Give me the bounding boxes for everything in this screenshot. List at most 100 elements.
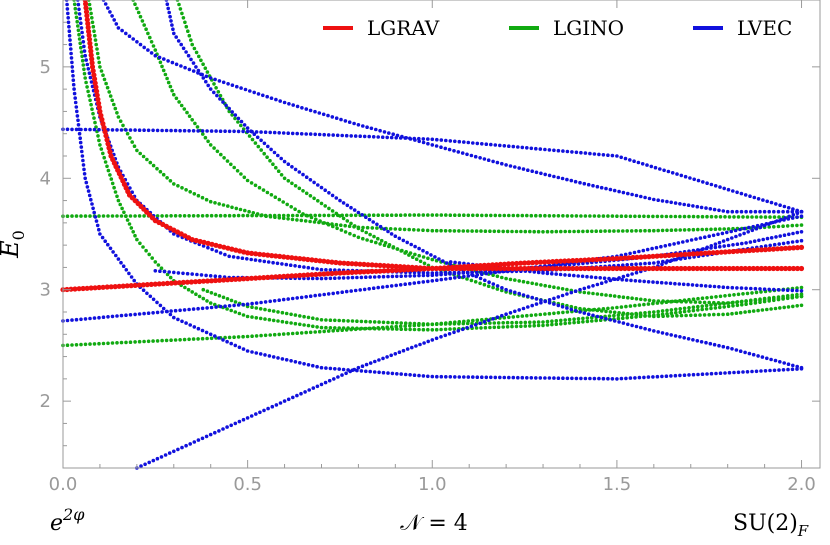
data-point xyxy=(81,163,86,167)
data-point xyxy=(204,79,208,84)
data-point xyxy=(340,133,345,138)
data-point xyxy=(624,278,629,282)
data-point xyxy=(263,317,267,321)
data-point xyxy=(654,265,660,272)
data-point xyxy=(78,136,82,140)
data-point xyxy=(148,281,154,287)
data-point xyxy=(102,77,107,82)
data-point xyxy=(393,263,399,269)
data-point xyxy=(730,209,735,214)
data-point xyxy=(787,232,791,237)
data-point xyxy=(169,309,173,313)
data-point xyxy=(539,283,543,287)
data-point xyxy=(421,273,426,278)
data-point xyxy=(217,429,221,433)
data-point xyxy=(591,183,595,188)
data-point xyxy=(617,294,621,299)
data-point xyxy=(151,128,155,133)
data-point xyxy=(146,48,150,52)
data-point xyxy=(87,2,92,7)
data-point xyxy=(623,156,628,161)
data-point xyxy=(521,306,526,311)
data-point xyxy=(290,181,294,186)
data-point xyxy=(166,80,171,85)
data-point xyxy=(758,297,762,302)
data-point xyxy=(105,141,111,147)
data-point xyxy=(521,293,526,297)
data-point xyxy=(470,270,474,275)
data-point xyxy=(213,274,218,279)
data-point xyxy=(523,324,528,328)
data-point xyxy=(694,265,700,272)
data-point xyxy=(136,10,141,15)
data-point xyxy=(232,165,236,170)
data-point xyxy=(346,276,350,280)
data-point xyxy=(522,260,528,266)
data-point xyxy=(245,314,250,319)
data-point xyxy=(595,292,600,296)
data-point xyxy=(721,285,726,290)
data-point xyxy=(734,265,740,272)
data-point xyxy=(266,406,270,411)
data-point xyxy=(269,147,273,152)
data-point xyxy=(599,292,604,297)
data-point xyxy=(155,310,160,315)
data-point xyxy=(281,216,286,221)
data-point xyxy=(128,128,133,132)
data-point xyxy=(160,281,166,287)
legend-label-lgrav: LGRAV xyxy=(367,16,440,40)
data-point xyxy=(209,241,215,247)
legend-label-lvec: LVEC xyxy=(737,16,792,40)
data-point xyxy=(182,308,187,312)
data-point xyxy=(634,229,638,233)
data-point xyxy=(315,317,319,321)
data-point xyxy=(157,55,162,60)
data-point xyxy=(491,159,495,164)
data-point xyxy=(795,364,799,369)
data-point xyxy=(93,215,98,219)
data-point xyxy=(501,229,506,234)
data-point xyxy=(330,115,335,119)
data-point xyxy=(753,286,758,291)
data-point xyxy=(371,286,376,291)
data-point xyxy=(110,14,114,18)
data-point xyxy=(707,234,711,238)
data-point xyxy=(271,162,275,166)
data-point xyxy=(108,284,114,290)
data-point xyxy=(106,6,110,10)
data-point xyxy=(772,242,777,247)
data-point xyxy=(172,315,176,320)
data-point xyxy=(184,50,188,54)
data-point xyxy=(223,335,227,340)
data-point xyxy=(497,265,504,272)
data-point xyxy=(597,152,601,157)
data-point xyxy=(694,251,700,257)
data-point xyxy=(504,163,508,167)
data-point xyxy=(675,172,679,176)
data-point xyxy=(496,321,501,325)
data-point xyxy=(582,257,588,263)
data-point xyxy=(191,337,196,341)
data-point xyxy=(250,305,254,310)
data-point xyxy=(601,153,606,157)
data-point xyxy=(172,232,176,236)
data-point xyxy=(660,262,664,267)
data-point xyxy=(248,89,252,93)
data-point xyxy=(718,294,723,299)
data-point xyxy=(795,304,799,308)
data-point xyxy=(318,219,322,223)
data-point xyxy=(309,272,315,278)
data-point xyxy=(115,214,119,218)
data-point xyxy=(298,314,302,318)
data-point xyxy=(82,71,87,76)
data-point xyxy=(399,327,404,332)
data-point xyxy=(534,313,538,317)
data-point xyxy=(377,275,381,279)
data-point xyxy=(716,312,721,317)
data-point xyxy=(775,219,779,223)
data-point xyxy=(670,314,675,318)
data-point xyxy=(595,282,600,287)
data-point xyxy=(570,376,574,381)
data-point xyxy=(742,248,748,254)
data-point xyxy=(646,280,651,284)
